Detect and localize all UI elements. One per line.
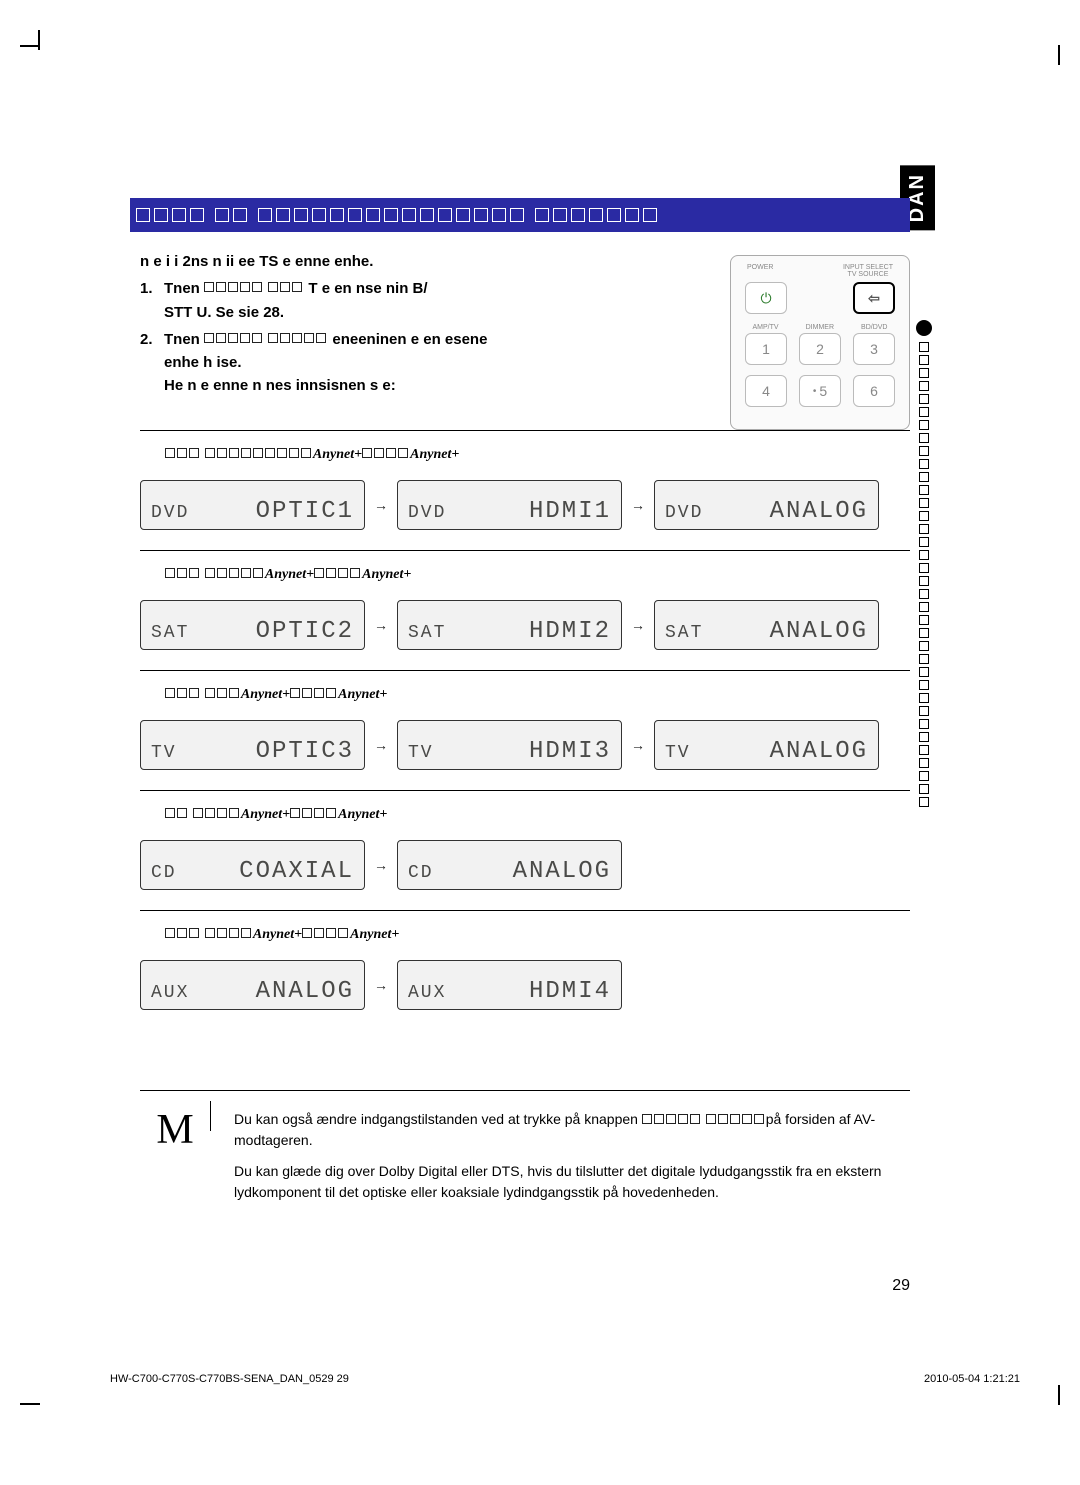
media-mode-row: TVOPTIC3→TVHDMI3→TVANALOG	[140, 720, 879, 770]
remote-btn-2: 2	[799, 333, 841, 365]
intro-item2-post: eneeninen e en esene	[332, 331, 487, 348]
media-mode-box: DVDHDMI1	[397, 480, 622, 530]
media-mode-box: SATOPTIC2	[140, 600, 365, 650]
arrow-icon: →	[622, 617, 654, 633]
media-mode-box: DVDOPTIC1	[140, 480, 365, 530]
media-mode-row: DVDOPTIC1→DVDHDMI1→DVDANALOG	[140, 480, 879, 530]
media-mode-box: SATHDMI2	[397, 600, 622, 650]
page-number: 29	[892, 1277, 910, 1295]
remote-power-button: ⏻	[745, 282, 787, 314]
media-mode-box: TVANALOG	[654, 720, 879, 770]
section-divider	[140, 430, 910, 431]
section-label: Anynet+Anynet+	[165, 925, 399, 943]
heading-bar	[130, 198, 910, 232]
remote-label-power: POWER	[747, 264, 773, 278]
intro-item2-line2: enhe h ise.	[164, 354, 242, 371]
media-mode-box: AUXANALOG	[140, 960, 365, 1010]
section-divider	[140, 790, 910, 791]
note-icon-m: M	[140, 1109, 210, 1213]
remote-btn-4: 4	[745, 375, 787, 407]
note-p2: Du kan glæde dig over Dolby Digital elle…	[234, 1161, 910, 1203]
intro-item2-pre: Tnen	[164, 331, 200, 348]
section-divider	[140, 670, 910, 671]
footer: HW-C700-C770S-C770BS-SENA_DAN_0529 29 20…	[110, 1373, 1020, 1385]
footer-timestamp: 2010-05-04 1:21:21	[924, 1373, 1020, 1385]
media-mode-row: AUXANALOG→AUXHDMI4	[140, 960, 622, 1010]
intro-item1-pre: Tnen	[164, 280, 200, 297]
media-mode-row: CDCOAXIAL→CDANALOG	[140, 840, 622, 890]
remote-label-bddvd: BD/DVD	[861, 324, 887, 331]
intro-item2-line3: He n e enne n nes innsisnen s e:	[164, 377, 396, 394]
arrow-icon: →	[365, 737, 397, 753]
media-mode-box: TVHDMI3	[397, 720, 622, 770]
media-mode-row: SATOPTIC2→SATHDMI2→SATANALOG	[140, 600, 879, 650]
remote-label-amptv: AMP/TV	[753, 324, 779, 331]
section-label: Anynet+Anynet+	[165, 445, 459, 463]
remote-input-select-button: ⇦	[853, 282, 895, 314]
crop-mark	[1058, 45, 1060, 65]
media-mode-box: SATANALOG	[654, 600, 879, 650]
section-label: Anynet+Anynet+	[165, 685, 387, 703]
arrow-icon: →	[622, 497, 654, 513]
remote-btn-1: 1	[745, 333, 787, 365]
footer-filename: HW-C700-C770S-C770BS-SENA_DAN_0529 29	[110, 1373, 349, 1385]
media-mode-box: AUXHDMI4	[397, 960, 622, 1010]
remote-btn-5: 5	[799, 375, 841, 407]
crop-mark	[1058, 1385, 1060, 1405]
section-label: Anynet+Anynet+	[165, 565, 411, 583]
intro-item1-post: T e en nse nin B/	[308, 280, 427, 297]
remote-diagram: POWER INPUT SELECT TV SOURCE ⏻ ⇦ AMP/TV …	[730, 255, 910, 430]
remote-btn-3: 3	[853, 333, 895, 365]
note-p1: Du kan også ændre indgangstilstanden ved…	[234, 1109, 910, 1151]
intro-block: n e i i 2ns n ii ee TS e enne enhe. 1. T…	[140, 250, 700, 398]
remote-label-dimmer: DIMMER	[806, 324, 834, 331]
intro-line1: n e i i 2ns n ii ee TS e enne enhe.	[140, 250, 700, 273]
section-label: Anynet+Anynet+	[165, 805, 387, 823]
footnote-block: M Du kan også ændre indgangstilstanden v…	[140, 1090, 910, 1213]
section-divider	[140, 910, 910, 911]
media-mode-box: DVDANALOG	[654, 480, 879, 530]
page-content: DAN n e i i 2ns n ii ee TS e enne enhe. …	[50, 30, 1030, 1420]
remote-btn-6: 6	[853, 375, 895, 407]
arrow-icon: →	[365, 617, 397, 633]
arrow-icon: →	[622, 737, 654, 753]
intro-item-2: 2. Tnen eneeninen e en esene enhe h ise.…	[140, 328, 700, 398]
media-mode-box: CDCOAXIAL	[140, 840, 365, 890]
media-mode-box: CDANALOG	[397, 840, 622, 890]
arrow-icon: →	[365, 977, 397, 993]
crop-mark	[20, 1403, 40, 1405]
intro-item-1: 1. Tnen T e en nse nin B/ STT U. Se sie …	[140, 277, 700, 324]
media-mode-box: TVOPTIC3	[140, 720, 365, 770]
section-divider	[140, 550, 910, 551]
remote-label-input: INPUT SELECT TV SOURCE	[843, 264, 893, 278]
arrow-icon: →	[365, 857, 397, 873]
crop-mark	[20, 45, 40, 47]
side-stripe	[913, 320, 935, 820]
arrow-icon: →	[365, 497, 397, 513]
intro-item1-line2: STT U. Se sie 28.	[164, 304, 284, 321]
